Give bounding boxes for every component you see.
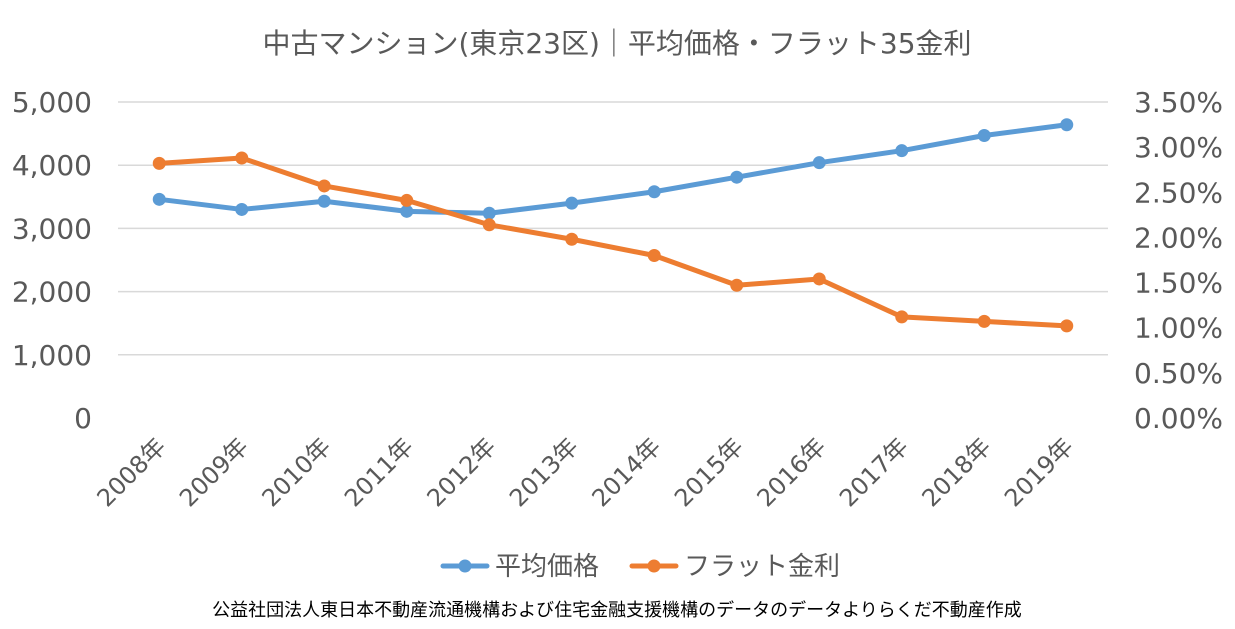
- x-tick-label: 2019年: [999, 432, 1079, 512]
- data-point-0: [565, 196, 579, 210]
- data-point-1: [812, 272, 826, 286]
- x-tick-label: 2012年: [422, 432, 502, 512]
- right-tick-label: 2.50%: [1134, 176, 1223, 209]
- x-tick-label: 2016年: [752, 432, 832, 512]
- right-tick-label: 3.50%: [1134, 86, 1223, 119]
- left-tick-label: 5,000: [12, 86, 92, 119]
- data-point-1: [647, 248, 661, 262]
- data-point-0: [730, 170, 744, 184]
- x-tick-label: 2008年: [92, 432, 172, 512]
- data-point-0: [1060, 118, 1074, 132]
- data-point-0: [152, 192, 166, 206]
- left-tick-label: 0: [74, 402, 92, 435]
- series-line-1: [156, 155, 1070, 329]
- left-tick-label: 1,000: [12, 339, 92, 372]
- x-tick-label: 2018年: [917, 432, 997, 512]
- left-tick-label: 3,000: [12, 212, 92, 245]
- chart-title: 中古マンション(東京23区)｜平均価格・フラット35金利: [262, 27, 971, 60]
- x-tick-label: 2013年: [504, 432, 584, 512]
- data-point-0: [895, 144, 909, 158]
- series-layer: [152, 118, 1074, 333]
- x-tick-label: 2011年: [339, 432, 419, 512]
- data-point-1: [400, 193, 414, 207]
- data-point-0: [812, 156, 826, 170]
- legend-label: フラット金利: [684, 552, 840, 582]
- grid-layer: [118, 101, 1108, 356]
- x-tick-label: 2014年: [587, 432, 667, 512]
- data-point-0: [977, 128, 991, 142]
- x-tick-label: 2009年: [174, 432, 254, 512]
- right-tick-label: 0.50%: [1134, 357, 1223, 390]
- data-point-1: [482, 218, 496, 232]
- data-point-1: [235, 151, 249, 165]
- legend-label: 平均価格: [495, 552, 599, 582]
- data-point-1: [730, 278, 744, 292]
- left-tick-label: 2,000: [12, 276, 92, 309]
- right-tick-label: 2.00%: [1134, 221, 1223, 254]
- x-tick-label: 2017年: [834, 432, 914, 512]
- data-point-1: [1060, 319, 1074, 333]
- data-point-1: [317, 179, 331, 193]
- right-tick-label: 1.50%: [1134, 267, 1223, 300]
- data-point-0: [400, 204, 414, 218]
- source-note: 公益社団法人東日本不動産流通機構および住宅金融支援機構のデータのデータよりらくだ…: [212, 600, 1022, 621]
- right-tick-label: 1.00%: [1134, 312, 1223, 345]
- data-point-0: [647, 185, 661, 199]
- data-point-1: [977, 314, 991, 328]
- legend: 平均価格 フラット金利: [440, 552, 840, 582]
- data-point-0: [317, 194, 331, 208]
- data-point-1: [152, 156, 166, 170]
- left-y-axis: 0 1,000 2,000 3,000 4,000 5,000: [12, 86, 92, 435]
- legend-marker: [458, 559, 472, 573]
- data-point-0: [235, 202, 249, 216]
- right-tick-label: 3.00%: [1134, 131, 1223, 164]
- x-axis: 2008年 2009年 2010年 2011年 2012年 2013年 2014年 2015年…: [92, 432, 1079, 512]
- x-tick-label: 2015年: [669, 432, 749, 512]
- data-point-1: [565, 232, 579, 246]
- data-point-1: [895, 310, 909, 324]
- series-line-0: [156, 122, 1070, 216]
- left-tick-label: 4,000: [12, 149, 92, 182]
- right-tick-label: 0.00%: [1134, 402, 1223, 435]
- data-point-0: [482, 206, 496, 220]
- x-tick-label: 2010年: [257, 432, 337, 512]
- legend-marker: [647, 559, 661, 573]
- right-y-axis: 0.00% 0.50% 1.00% 1.50% 2.00% 2.50% 3.00% 3.50%: [1134, 86, 1223, 435]
